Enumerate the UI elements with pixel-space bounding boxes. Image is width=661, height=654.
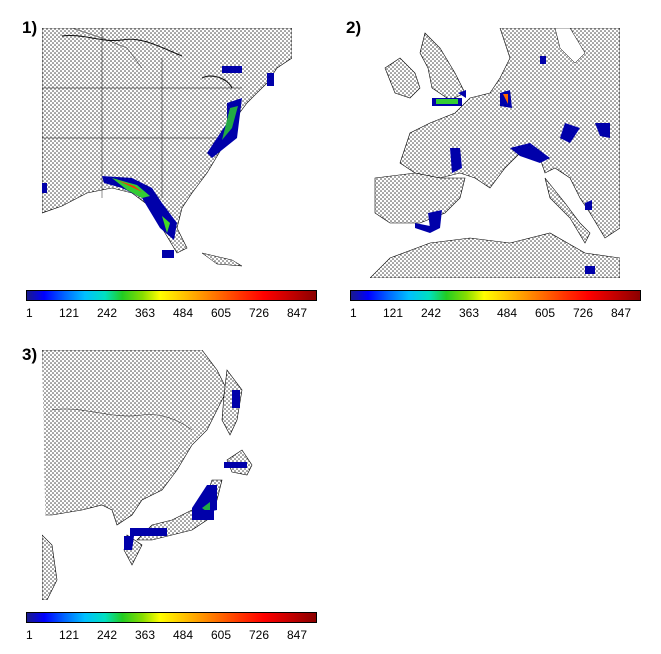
tick-label: 1 [26, 628, 33, 642]
colorbar-panel-1 [26, 290, 317, 301]
tick-label: 363 [458, 306, 480, 320]
tick-label: 726 [248, 628, 270, 642]
panel-1-label: 1) [22, 18, 38, 37]
tick-label: 242 [96, 306, 118, 320]
tick-label: 484 [172, 306, 194, 320]
colorbar-ticks-panel-3: 1 121 242 363 484 605 726 847 [26, 628, 317, 642]
tick-label: 484 [496, 306, 518, 320]
tick-label: 847 [286, 306, 308, 320]
tick-label: 1 [350, 306, 357, 320]
tick-label: 363 [134, 306, 156, 320]
tick-label: 726 [572, 306, 594, 320]
tick-label: 121 [58, 306, 80, 320]
tick-label: 242 [96, 628, 118, 642]
map-panel-3 [42, 350, 292, 600]
density-cells-panel-3 [124, 390, 247, 550]
map-panel-2 [370, 28, 620, 278]
tick-label: 1 [26, 306, 33, 320]
tick-label: 847 [286, 628, 308, 642]
panel-2-label: 2) [346, 18, 362, 37]
tick-label: 363 [134, 628, 156, 642]
tick-label: 847 [610, 306, 632, 320]
panel-3-label: 3) [22, 345, 38, 364]
colorbar-panel-2 [350, 290, 641, 301]
tick-label: 242 [420, 306, 442, 320]
tick-label: 484 [172, 628, 194, 642]
density-cells-panel-2 [415, 56, 610, 274]
map-panel-1 [42, 28, 292, 278]
tick-label: 605 [210, 306, 232, 320]
tick-label: 726 [248, 306, 270, 320]
colorbar-ticks-panel-1: 1 121 242 363 484 605 726 847 [26, 306, 317, 320]
tick-label: 121 [58, 628, 80, 642]
colorbar-panel-3 [26, 612, 317, 623]
tick-label: 121 [382, 306, 404, 320]
tick-label: 605 [534, 306, 556, 320]
density-cells-panel-1 [42, 66, 274, 258]
tick-label: 605 [210, 628, 232, 642]
colorbar-ticks-panel-2: 1 121 242 363 484 605 726 847 [350, 306, 641, 320]
